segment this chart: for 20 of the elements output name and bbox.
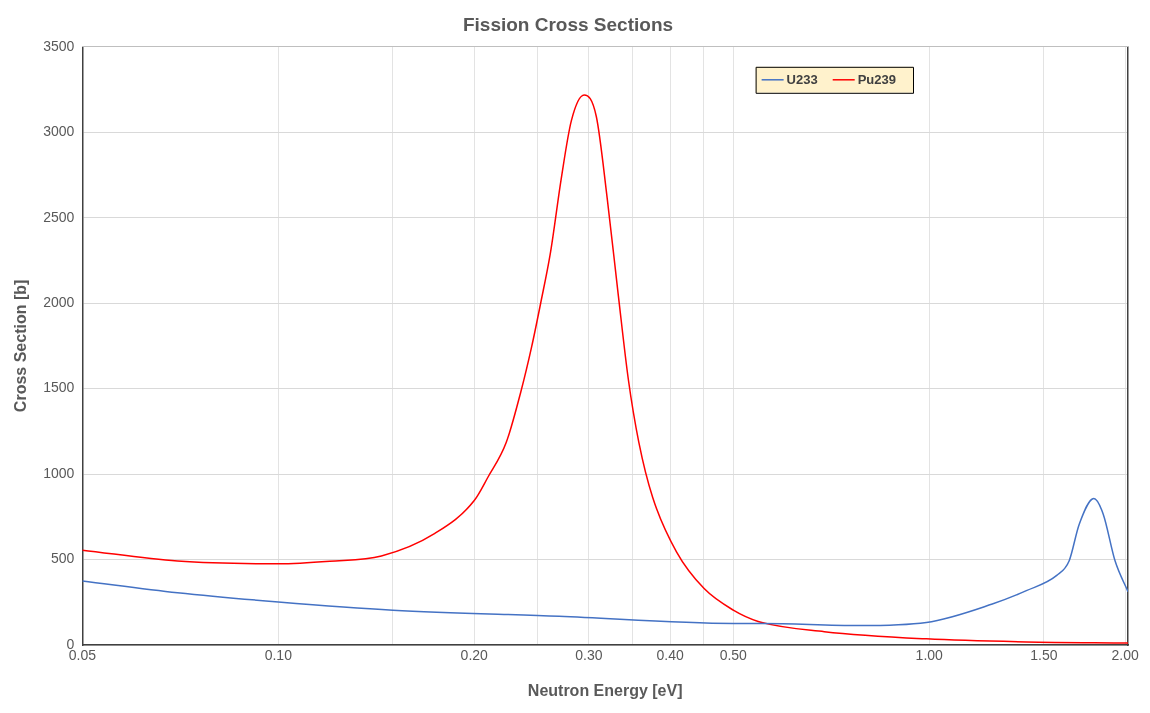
- y-axis-title: Cross Section [b]: [12, 279, 30, 413]
- y-tick-label: 2500: [43, 208, 75, 225]
- x-tick-label: 0.40: [656, 647, 685, 664]
- x-tick-label: 2.00: [1111, 647, 1140, 664]
- x-tick-label: 1.50: [1030, 647, 1058, 664]
- chart-title: Fission Cross Sections: [462, 13, 674, 35]
- y-tick-label: 3500: [43, 37, 75, 54]
- x-tick-label: 0.10: [264, 647, 293, 664]
- x-tick-label: 1.00: [915, 647, 944, 664]
- x-tick-label: 0.50: [719, 647, 748, 664]
- legend-label: Pu239: [857, 72, 897, 88]
- y-tick-label: 3000: [43, 123, 75, 140]
- y-tick-label: 500: [50, 550, 75, 567]
- y-tick-label: 1500: [43, 379, 75, 396]
- y-tick-label: 2000: [43, 294, 75, 311]
- y-tick-label: 1000: [43, 464, 75, 481]
- legend-label: U233: [786, 72, 818, 88]
- x-tick-label: 0.20: [460, 647, 489, 664]
- x-tick-label: 0.30: [575, 647, 603, 664]
- x-axis-title: Neutron Energy [eV]: [527, 681, 683, 699]
